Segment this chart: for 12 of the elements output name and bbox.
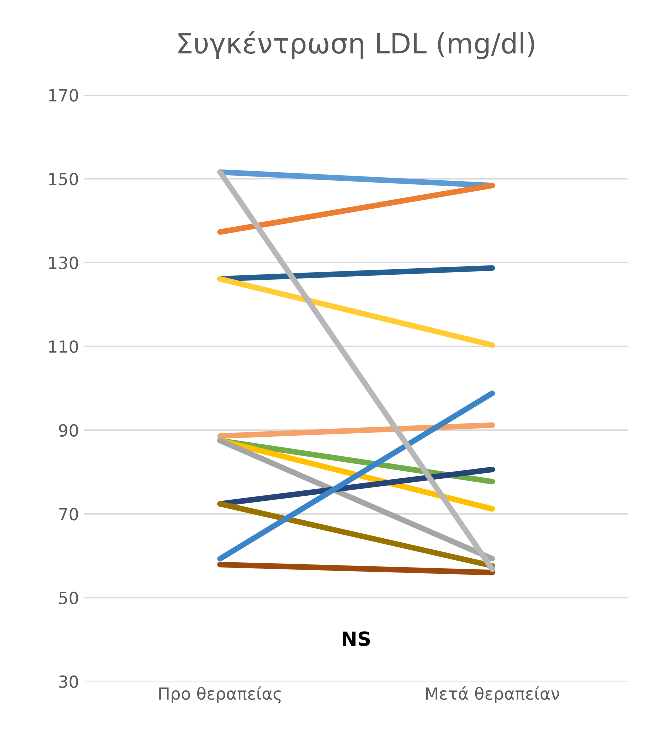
annotation: NS — [343, 632, 370, 646]
y-tick-label: 50 — [59, 592, 78, 604]
y-tick-label: 90 — [59, 424, 78, 437]
y-tick-label: 170 — [49, 89, 78, 102]
x-tick-label: Προ θεραπείας — [160, 686, 282, 704]
x-tick-label: Μετά θεραπείαν — [426, 686, 560, 704]
y-tick-label: 130 — [49, 256, 78, 270]
y-tick-label: 110 — [49, 340, 78, 354]
y-tick-label: 30 — [59, 676, 78, 688]
y-tick-label: 70 — [60, 508, 78, 521]
chart-title: Συγκέντρωση LDL (mg/dl) — [178, 31, 534, 60]
y-tick-label: 150 — [49, 173, 78, 186]
